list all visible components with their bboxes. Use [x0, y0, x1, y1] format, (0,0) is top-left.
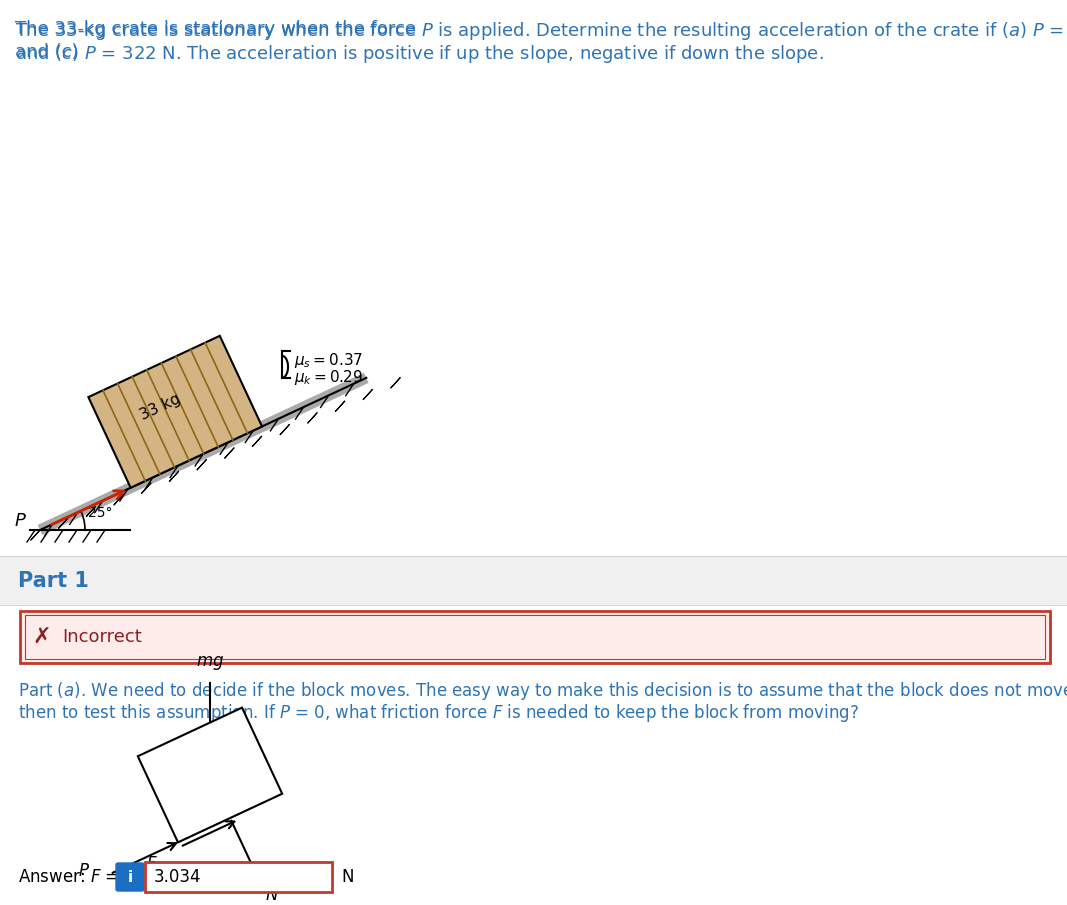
Text: $P$: $P$ [78, 862, 90, 880]
Text: $N$: $N$ [265, 887, 278, 904]
Text: then to test this assumption. If $P$ = 0, what friction force $F$ is needed to k: then to test this assumption. If $P$ = 0… [18, 702, 859, 724]
Text: 3.034: 3.034 [154, 868, 202, 886]
Text: Incorrect: Incorrect [62, 628, 142, 646]
FancyBboxPatch shape [20, 611, 1050, 663]
Text: $\mu_s = 0.37$: $\mu_s = 0.37$ [294, 351, 363, 370]
Text: Part 1: Part 1 [18, 571, 89, 591]
Text: The 33-kg crate is stationary when the force $P$ is applied. Determine the resul: The 33-kg crate is stationary when the f… [15, 20, 1067, 42]
Text: The 33-kg crate is stationary when the force: The 33-kg crate is stationary when the f… [15, 20, 421, 38]
Polygon shape [89, 336, 262, 488]
Text: $P$: $P$ [14, 511, 27, 529]
Text: and ($c$) $P$ = 322 N. The acceleration is positive if up the slope, negative if: and ($c$) $P$ = 322 N. The acceleration … [15, 43, 824, 65]
Polygon shape [138, 708, 282, 843]
Bar [0, 557, 1067, 605]
Text: 25°: 25° [87, 506, 112, 520]
Text: 33 kg: 33 kg [138, 391, 182, 423]
Text: $mg$: $mg$ [196, 654, 224, 672]
Text: $F$: $F$ [146, 855, 158, 873]
Text: $\mu_k = 0.29$: $\mu_k = 0.29$ [294, 367, 363, 386]
FancyBboxPatch shape [116, 863, 144, 891]
Text: and (c): and (c) [15, 43, 84, 61]
Text: N: N [341, 868, 353, 886]
Text: Answer: $F$ =: Answer: $F$ = [18, 868, 121, 886]
Text: i: i [127, 870, 132, 884]
Text: Part ($a$). We need to decide if the block moves. The easy way to make this deci: Part ($a$). We need to decide if the blo… [18, 680, 1067, 702]
Text: ✗: ✗ [33, 627, 51, 647]
FancyBboxPatch shape [145, 862, 332, 892]
